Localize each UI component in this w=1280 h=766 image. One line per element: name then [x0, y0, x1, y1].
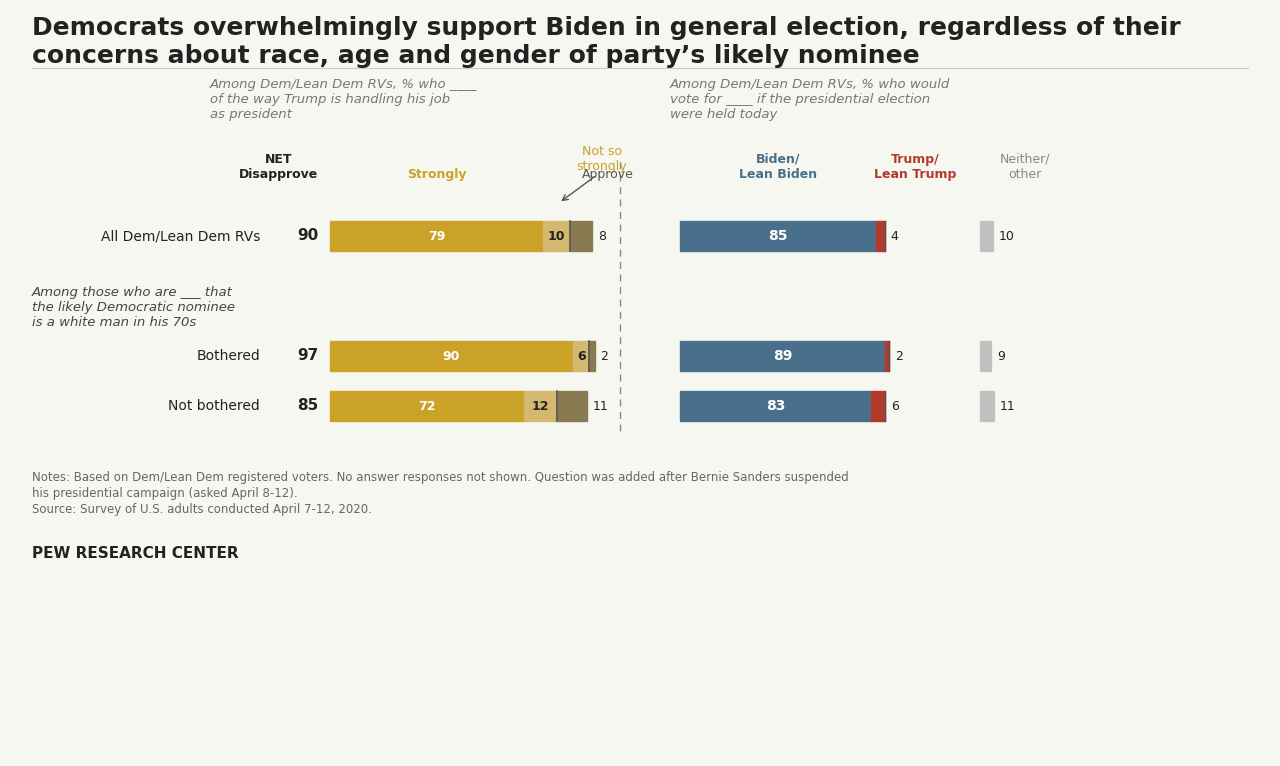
Text: 85: 85 [768, 229, 787, 243]
Text: 11: 11 [593, 400, 608, 413]
Text: 90: 90 [297, 228, 317, 244]
Text: Among those who are ___ that
the likely Democratic nominee
is a white man in his: Among those who are ___ that the likely … [32, 286, 236, 329]
Text: Approve: Approve [582, 168, 634, 181]
Text: Notes: Based on Dem/Lean Dem registered voters. No answer responses not shown. Q: Notes: Based on Dem/Lean Dem registered … [32, 471, 849, 484]
Bar [525, 391, 557, 421]
Text: Democrats overwhelmingly support Biden in general election, regardless of their: Democrats overwhelmingly support Biden i… [32, 16, 1180, 40]
Text: 2: 2 [895, 349, 904, 362]
Text: his presidential campaign (asked April 8-12).: his presidential campaign (asked April 8… [32, 487, 298, 500]
Text: 97: 97 [297, 349, 317, 364]
Text: 89: 89 [773, 349, 792, 363]
Text: Bothered: Bothered [196, 349, 260, 363]
Bar [870, 391, 884, 421]
Text: 11: 11 [1000, 400, 1015, 413]
Text: 85: 85 [297, 398, 317, 414]
Bar [980, 221, 993, 251]
Bar [680, 221, 876, 251]
Bar [680, 391, 870, 421]
Text: 10: 10 [548, 230, 566, 243]
Text: 72: 72 [419, 400, 436, 413]
Text: All Dem/Lean Dem RVs: All Dem/Lean Dem RVs [101, 229, 260, 243]
Text: 4: 4 [891, 230, 899, 243]
Text: 79: 79 [428, 230, 445, 243]
Bar [980, 341, 992, 371]
Text: Among Dem/Lean Dem RVs, % who ____
of the way Trump is handling his job
as presi: Among Dem/Lean Dem RVs, % who ____ of th… [210, 78, 477, 121]
Text: 8: 8 [598, 230, 605, 243]
Text: 12: 12 [532, 400, 549, 413]
Text: 90: 90 [443, 349, 461, 362]
Bar [330, 391, 525, 421]
Bar [571, 221, 591, 251]
Text: Not so
strongly: Not so strongly [576, 145, 627, 173]
Bar [573, 341, 589, 371]
Text: Biden/
Lean Biden: Biden/ Lean Biden [739, 153, 817, 181]
Text: Strongly: Strongly [407, 168, 466, 181]
Text: 6: 6 [577, 349, 585, 362]
Bar [876, 221, 884, 251]
Text: 2: 2 [600, 349, 608, 362]
Bar [680, 341, 884, 371]
Text: NET
Disapprove: NET Disapprove [239, 153, 317, 181]
Bar [330, 341, 573, 371]
Text: 6: 6 [891, 400, 899, 413]
Text: Source: Survey of U.S. adults conducted April 7-12, 2020.: Source: Survey of U.S. adults conducted … [32, 503, 372, 516]
Text: Neither/
other: Neither/ other [1000, 153, 1051, 181]
Bar [330, 221, 543, 251]
Text: 83: 83 [765, 399, 785, 413]
Text: Trump/
Lean Trump: Trump/ Lean Trump [874, 153, 956, 181]
Text: Among Dem/Lean Dem RVs, % who would
vote for ____ if the presidential election
w: Among Dem/Lean Dem RVs, % who would vote… [669, 78, 950, 121]
Text: Not bothered: Not bothered [168, 399, 260, 413]
Text: 10: 10 [998, 230, 1015, 243]
Bar [589, 341, 595, 371]
Bar [557, 391, 586, 421]
Bar [884, 341, 890, 371]
Text: PEW RESEARCH CENTER: PEW RESEARCH CENTER [32, 546, 238, 561]
Bar [543, 221, 571, 251]
Text: concerns about race, age and gender of party’s likely nominee: concerns about race, age and gender of p… [32, 44, 919, 68]
Text: 9: 9 [997, 349, 1005, 362]
Bar [980, 391, 993, 421]
